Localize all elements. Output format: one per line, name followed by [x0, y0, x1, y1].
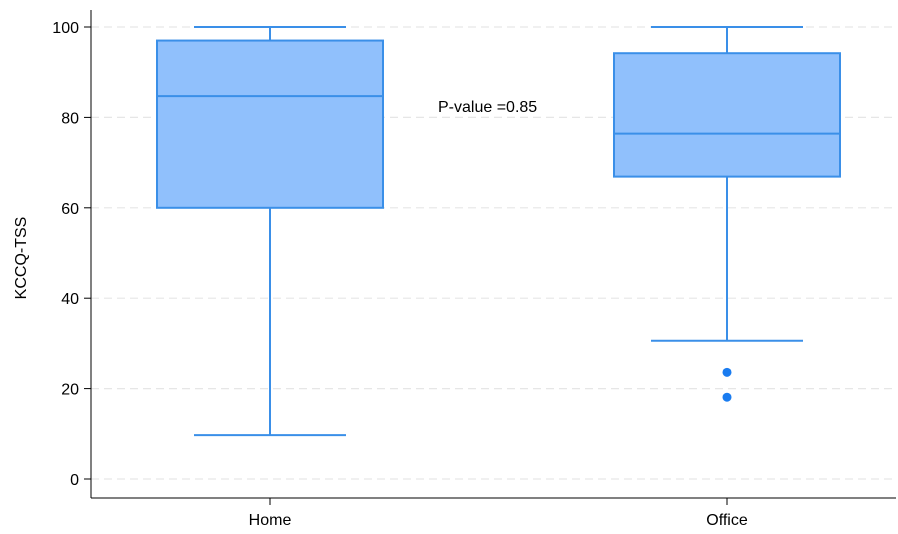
x-tick-label: Office: [706, 512, 748, 529]
y-tick-label: 40: [61, 291, 79, 308]
x-tick-label: Home: [249, 512, 292, 529]
x-axis: Home Office: [91, 497, 896, 529]
outlier-point: [722, 367, 732, 377]
iqr-box: [613, 52, 841, 178]
iqr-box: [156, 39, 384, 209]
y-tick-label: 80: [61, 110, 79, 127]
y-tick-label: 60: [61, 201, 79, 218]
y-tick-label: 100: [52, 20, 79, 37]
y-tick-label: 0: [70, 472, 79, 489]
y-tick-label: 20: [61, 382, 79, 399]
boxes: [156, 26, 841, 437]
p-value-annotation: P-value =0.85: [438, 99, 537, 116]
y-axis-title: KCCQ-TSS: [13, 217, 30, 300]
box-home: [156, 26, 384, 437]
box-office: [613, 26, 841, 402]
outlier-point: [722, 392, 732, 402]
y-axis: 0 20 40 60 80 100: [52, 10, 92, 498]
